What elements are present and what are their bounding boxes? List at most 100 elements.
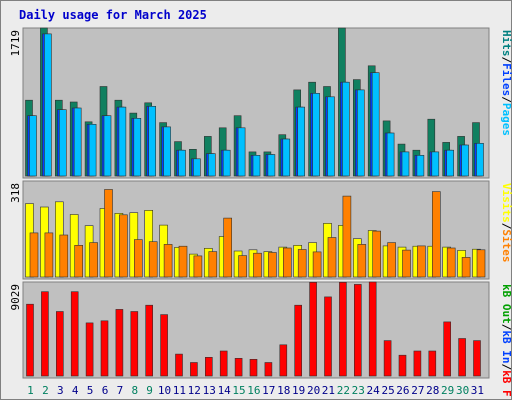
sites-bar-6 <box>104 189 113 278</box>
kb-f-bar-4 <box>70 291 79 377</box>
middle-panel-bars <box>25 189 486 278</box>
sites-bar-30 <box>461 257 471 278</box>
kb-f-bar-23 <box>353 284 362 377</box>
kb-f-bar-21 <box>324 296 332 377</box>
day-label-7: 7 <box>117 384 124 397</box>
legend-separator: / <box>500 223 512 230</box>
middle-panel-legend: Visits/Sites <box>500 183 512 263</box>
sites-bar-12 <box>193 255 203 278</box>
pages-bar-25 <box>386 132 395 177</box>
pages-bar-1 <box>29 115 37 177</box>
sites-bar-24 <box>372 230 382 278</box>
day-label-18: 18 <box>277 384 290 397</box>
day-label-14: 14 <box>218 384 232 397</box>
day-label-28: 28 <box>426 384 439 397</box>
day-label-11: 11 <box>173 384 186 397</box>
sites-bar-1 <box>29 232 39 278</box>
pages-bar-29 <box>446 149 455 177</box>
chart-title: Daily usage for March 2025 <box>19 8 207 22</box>
pages-bar-13 <box>208 153 216 177</box>
kb-f-bar-6 <box>100 320 109 377</box>
sites-bar-17 <box>268 252 277 278</box>
day-label-31: 31 <box>471 384 484 397</box>
kb-f-bar-28 <box>428 350 437 377</box>
kb-f-bar-24 <box>368 281 377 377</box>
day-label-8: 8 <box>131 384 138 397</box>
day-label-12: 12 <box>188 384 201 397</box>
day-label-24: 24 <box>366 384 380 397</box>
day-label-4: 4 <box>72 384 79 397</box>
middle-panel-max-label: 318 <box>9 183 22 203</box>
kb-f-bar-20 <box>309 281 317 377</box>
sites-bar-4 <box>74 245 83 278</box>
kb-f-bar-25 <box>383 340 392 377</box>
pages-bar-7 <box>118 106 127 177</box>
day-label-27: 27 <box>411 384 424 397</box>
day-label-30: 30 <box>456 384 469 397</box>
day-label-15: 15 <box>232 384 245 397</box>
sites-bar-29 <box>446 247 456 278</box>
kb-f-bar-3 <box>55 311 64 377</box>
kb-f-bar-11 <box>175 353 183 377</box>
day-label-3: 3 <box>57 384 64 397</box>
sites-bar-13 <box>208 251 218 278</box>
pages-bar-26 <box>401 151 410 177</box>
bottom-panel-legend: kB Out/kB In/kB F <box>500 284 512 397</box>
kb-f-bar-10 <box>160 314 168 377</box>
legend-hits: Hits <box>500 30 512 57</box>
top-panel-max-label: 1719 <box>9 30 22 57</box>
day-label-2: 2 <box>42 384 49 397</box>
kb-f-bar-5 <box>85 322 94 377</box>
sites-bar-20 <box>312 251 322 278</box>
day-axis-labels: 1 2 3 4 5 6 7 8 9 10 11 12 13 14 15 16 17 18 19 20 21 22 23 24 2… <box>27 384 484 397</box>
sites-bar-14 <box>223 217 232 278</box>
day-label-19: 19 <box>292 384 305 397</box>
sites-bar-11 <box>178 245 188 278</box>
kb-f-bar-30 <box>458 338 466 377</box>
pages-bar-31 <box>476 143 484 177</box>
sites-bar-27 <box>417 245 426 278</box>
kb-f-bar-16 <box>249 358 258 377</box>
pages-bar-8 <box>133 118 142 177</box>
pages-bar-28 <box>431 151 440 177</box>
kb-f-bar-22 <box>339 281 347 377</box>
legend-files: Files <box>500 63 512 96</box>
pages-bar-22 <box>342 81 350 177</box>
middle-panel: 318 Visits/Sites <box>9 180 512 280</box>
kb-f-bar-31 <box>473 340 481 377</box>
pages-bar-15 <box>237 127 246 177</box>
kb-f-bar-26 <box>398 354 407 377</box>
legend-separator: / <box>500 324 512 331</box>
pages-bar-18 <box>282 138 291 177</box>
kb-f-bar-8 <box>130 311 139 377</box>
legend-separator: / <box>500 364 512 371</box>
day-label-9: 9 <box>146 384 153 397</box>
sites-bar-21 <box>327 237 337 278</box>
legend-kb_f: kB F <box>500 370 512 397</box>
day-label-20: 20 <box>307 384 320 397</box>
pages-bar-9 <box>148 106 156 177</box>
day-label-6: 6 <box>102 384 109 397</box>
kb-f-bar-18 <box>279 344 288 377</box>
pages-bar-6 <box>103 115 112 177</box>
pages-bar-16 <box>252 155 261 177</box>
sites-bar-31 <box>476 249 486 278</box>
kb-f-bar-29 <box>443 321 452 377</box>
kb-f-bar-1 <box>26 303 34 377</box>
sites-bar-9 <box>148 241 158 278</box>
pages-bar-14 <box>222 149 231 177</box>
sites-bar-28 <box>431 191 441 278</box>
pages-bar-3 <box>58 109 67 177</box>
sites-bar-8 <box>134 239 143 278</box>
sites-bar-3 <box>59 234 69 278</box>
day-label-10: 10 <box>158 384 171 397</box>
pages-bar-4 <box>73 107 82 177</box>
day-label-17: 17 <box>262 384 275 397</box>
sites-bar-7 <box>119 214 128 278</box>
pages-bar-20 <box>312 93 320 177</box>
kb-f-bar-2 <box>41 291 49 377</box>
top-panel: 1719 Hits/Files/Pages <box>9 27 512 179</box>
pages-bar-30 <box>461 144 469 177</box>
pages-bar-27 <box>416 155 425 177</box>
